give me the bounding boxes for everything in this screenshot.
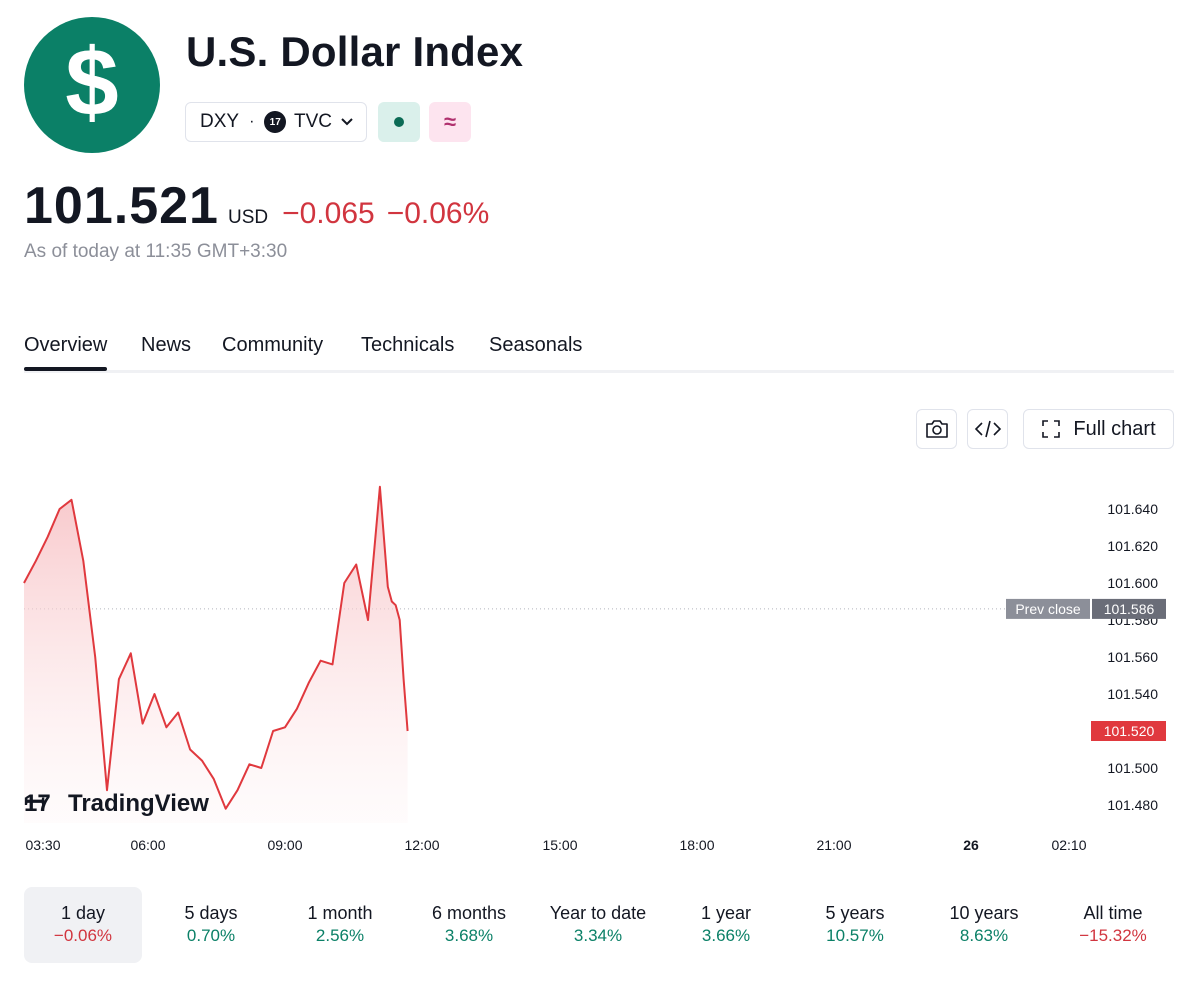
price-chart[interactable]: 101.640101.620101.600101.580101.560101.5…	[0, 455, 1198, 875]
camera-icon	[925, 420, 948, 438]
page-title: U.S. Dollar Index	[186, 28, 524, 75]
y-tick-label: 101.640	[1107, 501, 1158, 517]
period-change: −0.06%	[53, 926, 113, 945]
svg-text:ꟷ: ꟷ	[24, 787, 45, 817]
price-area	[24, 486, 408, 823]
logo-glyph: $	[65, 29, 119, 136]
x-tick-label: 09:00	[267, 837, 302, 853]
period-label: 6 months	[431, 903, 507, 923]
last-price-label: 101.520	[1104, 723, 1155, 739]
currency-label: USD	[227, 207, 269, 228]
y-tick-label: 101.560	[1107, 649, 1158, 665]
tradingview-watermark: ꟷ 17 TradingView	[24, 787, 209, 817]
period-label: 1 year	[700, 903, 752, 923]
period-label: 5 years	[825, 903, 885, 923]
y-tick-label: 101.480	[1107, 797, 1158, 813]
period-option[interactable]: 5 days 0.70%	[152, 887, 270, 963]
x-tick-label: 21:00	[816, 837, 851, 853]
chevron-down-icon	[340, 114, 354, 130]
period-label: 1 day	[60, 903, 106, 923]
price-change-percent: −0.06%	[386, 197, 490, 230]
period-change: 10.57%	[826, 926, 884, 945]
period-option[interactable]: 1 month 2.56%	[281, 887, 399, 963]
tab-news[interactable]: News	[141, 334, 192, 356]
x-tick-label: 03:30	[25, 837, 60, 853]
y-tick-label: 101.600	[1107, 575, 1158, 591]
last-price-tag	[1091, 721, 1166, 741]
period-option[interactable]: 5 years 10.57%	[796, 887, 914, 963]
period-label: 10 years	[949, 903, 1019, 923]
prev-close-label: Prev close	[1015, 601, 1081, 617]
x-tick-label: 26	[963, 837, 979, 853]
period-change: 3.68%	[444, 926, 494, 945]
period-change: −15.32%	[1079, 926, 1147, 945]
embed-button[interactable]	[967, 409, 1008, 449]
period-label: 1 month	[307, 903, 373, 923]
separator: ·	[249, 113, 255, 130]
tab-seasonals[interactable]: Seasonals	[489, 334, 583, 356]
y-tick-label: 101.620	[1107, 538, 1158, 554]
market-status-badge[interactable]	[378, 102, 420, 142]
period-label: All time	[1083, 903, 1143, 923]
tab-overview[interactable]: Overview	[24, 334, 108, 371]
period-label: 5 days	[184, 903, 238, 923]
exchange-logo-icon: 17	[264, 111, 286, 133]
price-change: −0.065	[282, 197, 375, 230]
last-price: 101.521	[24, 177, 219, 235]
tab-bar: Overview News Community Technicals Seaso…	[24, 330, 1174, 373]
period-change: 0.70%	[186, 926, 236, 945]
tab-community[interactable]: Community	[222, 334, 324, 356]
y-tick-label: 101.540	[1107, 686, 1158, 702]
quote-row: 101.521 USD −0.065 −0.06%	[24, 176, 489, 236]
period-change: 2.56%	[315, 926, 365, 945]
expand-icon	[1042, 420, 1061, 438]
exchange-label: TVC	[294, 111, 332, 132]
x-tick-label: 12:00	[404, 837, 439, 853]
price-line	[23, 485, 409, 810]
code-icon	[974, 420, 1001, 438]
period-option[interactable]: 1 day −0.06%	[24, 887, 142, 963]
symbol-label: DXY	[200, 111, 240, 132]
period-option[interactable]: 10 years 8.63%	[925, 887, 1043, 963]
period-change: 3.34%	[573, 926, 623, 945]
full-chart-button[interactable]: Full chart	[1023, 409, 1174, 449]
x-tick-label: 15:00	[542, 837, 577, 853]
delayed-data-badge[interactable]: ≈	[429, 102, 471, 142]
period-change: 8.63%	[959, 926, 1009, 945]
snapshot-button[interactable]	[916, 409, 957, 449]
full-chart-label: Full chart	[1073, 417, 1156, 440]
tab-technicals[interactable]: Technicals	[361, 334, 455, 356]
period-option[interactable]: Year to date 3.34%	[539, 887, 657, 963]
period-label: Year to date	[549, 903, 647, 923]
prev-close-value-tag	[1092, 598, 1166, 619]
prev-close-tag	[1006, 598, 1090, 619]
dollar-sign-icon: $	[24, 17, 160, 153]
x-tick-label: 06:00	[130, 837, 165, 853]
period-option[interactable]: All time −15.32%	[1054, 887, 1172, 963]
approx-icon: ≈	[443, 109, 457, 134]
watermark-text: TradingView	[68, 790, 209, 817]
symbol-exchange-selector[interactable]: DXY · 17 TVC	[185, 102, 367, 142]
x-tick-label: 02:10	[1051, 837, 1086, 853]
watermark-logo-icon: 17	[24, 790, 51, 817]
prev-close-value: 101.586	[1104, 601, 1155, 617]
period-option[interactable]: 1 year 3.66%	[667, 887, 785, 963]
dot-icon	[394, 117, 404, 127]
x-tick-label: 18:00	[679, 837, 714, 853]
period-selector: 1 day −0.06% 5 days 0.70% 1 month 2.56% 6 mont…	[24, 887, 1174, 963]
period-change: 3.66%	[701, 926, 751, 945]
quote-timestamp: As of today at 11:35 GMT+3:30	[24, 241, 288, 262]
period-option[interactable]: 6 months 3.68%	[410, 887, 528, 963]
y-tick-label: 101.500	[1107, 760, 1158, 776]
